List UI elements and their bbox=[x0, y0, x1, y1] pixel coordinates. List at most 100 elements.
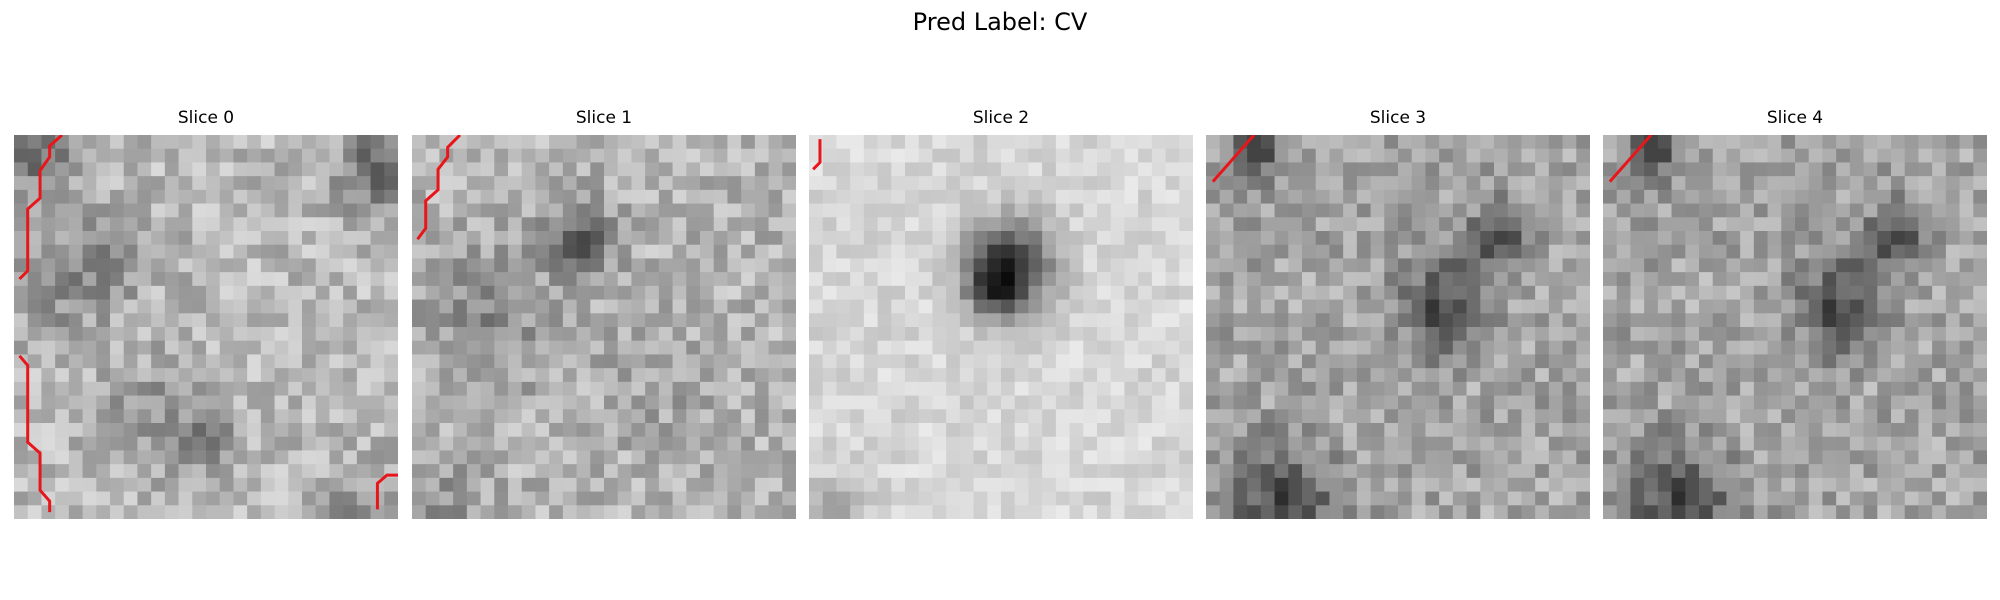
image-pixel bbox=[617, 135, 632, 150]
image-pixel bbox=[384, 354, 398, 369]
image-pixel bbox=[631, 491, 646, 506]
image-pixel bbox=[1973, 381, 1987, 396]
image-pixel bbox=[1425, 450, 1440, 465]
image-pixel bbox=[1795, 464, 1810, 479]
image-pixel bbox=[1452, 477, 1467, 492]
image-pixel bbox=[137, 148, 152, 163]
image-pixel bbox=[1548, 285, 1563, 300]
image-pixel bbox=[1480, 299, 1495, 314]
image-pixel bbox=[1671, 477, 1686, 492]
image-pixel bbox=[412, 395, 427, 410]
image-pixel bbox=[617, 285, 632, 300]
image-pixel bbox=[1124, 162, 1139, 177]
image-pixel bbox=[1165, 340, 1180, 355]
image-pixel bbox=[973, 409, 988, 424]
image-pixel bbox=[768, 423, 783, 438]
image-pixel bbox=[439, 368, 454, 383]
image-pixel bbox=[959, 436, 974, 451]
image-pixel bbox=[439, 450, 454, 465]
image-pixel bbox=[973, 135, 988, 150]
image-pixel bbox=[1398, 395, 1413, 410]
image-pixel bbox=[1356, 217, 1371, 232]
image-pixel bbox=[1753, 217, 1768, 232]
image-pixel bbox=[219, 340, 234, 355]
image-pixel bbox=[535, 285, 550, 300]
image-pixel bbox=[535, 231, 550, 246]
image-pixel bbox=[850, 135, 865, 150]
image-pixel bbox=[1753, 450, 1768, 465]
image-pixel bbox=[1767, 258, 1782, 273]
image-pixel bbox=[356, 285, 371, 300]
image-pixel bbox=[1302, 244, 1317, 259]
image-pixel bbox=[439, 217, 454, 232]
image-pixel bbox=[1726, 505, 1741, 519]
image-pixel bbox=[1055, 368, 1070, 383]
image-pixel bbox=[1206, 231, 1221, 246]
image-pixel bbox=[672, 189, 687, 204]
image-pixel bbox=[508, 176, 523, 191]
image-pixel bbox=[14, 217, 29, 232]
image-pixel bbox=[836, 189, 851, 204]
image-pixel bbox=[1179, 135, 1193, 150]
image-pixel bbox=[41, 217, 56, 232]
image-pixel bbox=[453, 285, 468, 300]
image-pixel bbox=[1630, 381, 1645, 396]
image-pixel bbox=[219, 395, 234, 410]
image-pixel bbox=[535, 464, 550, 479]
image-pixel bbox=[932, 217, 947, 232]
image-pixel bbox=[302, 436, 317, 451]
image-pixel bbox=[288, 340, 303, 355]
image-pixel bbox=[576, 313, 591, 328]
image-pixel bbox=[247, 176, 262, 191]
image-pixel bbox=[164, 162, 179, 177]
image-pixel bbox=[1562, 176, 1577, 191]
image-pixel bbox=[1206, 162, 1221, 177]
image-pixel bbox=[1726, 258, 1741, 273]
image-pixel bbox=[1494, 464, 1509, 479]
image-pixel bbox=[631, 340, 646, 355]
figure-title: Pred Label: CV bbox=[912, 8, 1088, 36]
image-pixel bbox=[1425, 148, 1440, 163]
image-pixel bbox=[1398, 285, 1413, 300]
image-pixel bbox=[343, 299, 358, 314]
image-pixel bbox=[645, 381, 660, 396]
image-pixel bbox=[96, 217, 111, 232]
image-pixel bbox=[1014, 327, 1029, 342]
image-pixel bbox=[110, 176, 125, 191]
image-pixel bbox=[1712, 340, 1727, 355]
image-pixel bbox=[315, 244, 330, 259]
image-pixel bbox=[727, 450, 742, 465]
image-pixel bbox=[343, 176, 358, 191]
image-pixel bbox=[521, 395, 536, 410]
image-pixel bbox=[1562, 299, 1577, 314]
image-pixel bbox=[1014, 258, 1029, 273]
image-pixel bbox=[247, 505, 262, 519]
image-pixel bbox=[1877, 436, 1892, 451]
image-pixel bbox=[1288, 505, 1303, 519]
image-pixel bbox=[1069, 340, 1084, 355]
image-pixel bbox=[494, 231, 509, 246]
image-pixel bbox=[1083, 354, 1098, 369]
image-pixel bbox=[1055, 395, 1070, 410]
image-pixel bbox=[946, 272, 961, 287]
image-pixel bbox=[384, 368, 398, 383]
image-pixel bbox=[274, 423, 289, 438]
image-pixel bbox=[1179, 327, 1193, 342]
image-pixel bbox=[1904, 505, 1919, 519]
image-pixel bbox=[1165, 189, 1180, 204]
image-pixel bbox=[1918, 217, 1933, 232]
image-pixel bbox=[1097, 354, 1112, 369]
image-pixel bbox=[1466, 203, 1481, 218]
image-pixel bbox=[741, 217, 756, 232]
image-pixel bbox=[329, 258, 344, 273]
image-pixel bbox=[1356, 272, 1371, 287]
image-pixel bbox=[247, 436, 262, 451]
image-pixel bbox=[1260, 491, 1275, 506]
image-pixel bbox=[631, 148, 646, 163]
image-pixel bbox=[782, 258, 796, 273]
image-pixel bbox=[1685, 395, 1700, 410]
image-pixel bbox=[1904, 450, 1919, 465]
image-pixel bbox=[370, 272, 385, 287]
image-pixel bbox=[1288, 189, 1303, 204]
image-pixel bbox=[343, 148, 358, 163]
